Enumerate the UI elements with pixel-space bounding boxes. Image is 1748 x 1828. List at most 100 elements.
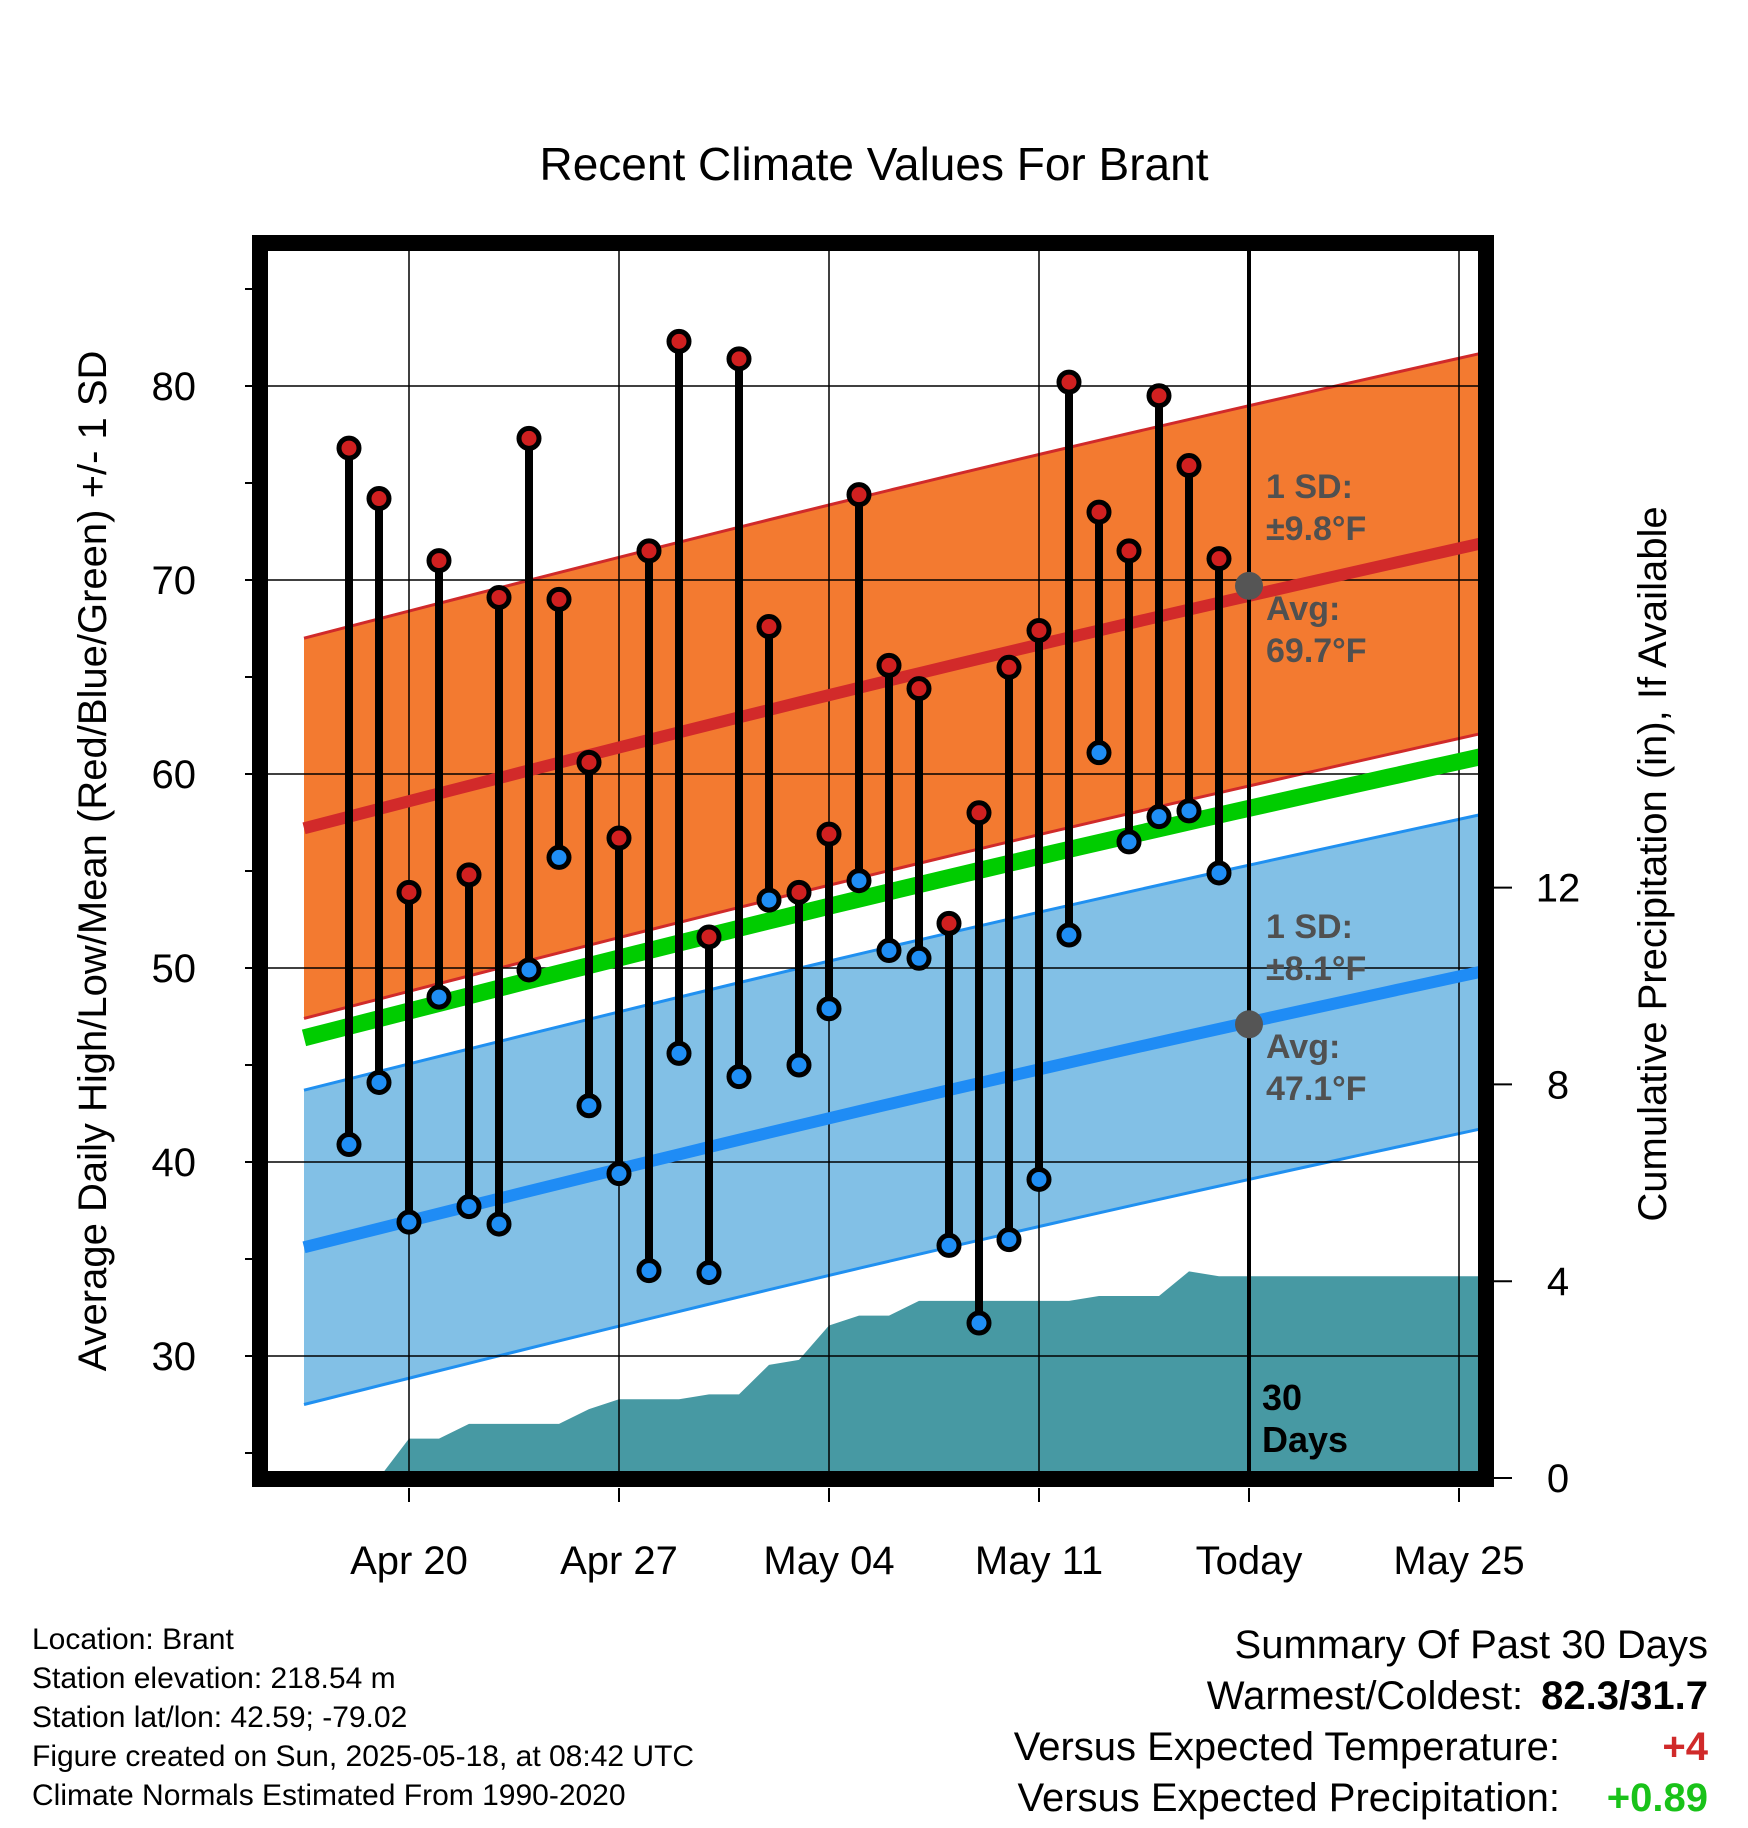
low-point [786, 1052, 812, 1078]
high-point [456, 862, 482, 888]
high-point [726, 346, 752, 372]
low-point [936, 1232, 962, 1258]
precipitation-area [383, 1271, 1478, 1472]
left-axis-ticks [245, 288, 252, 1454]
x-tick-label: May 04 [763, 1539, 894, 1583]
right-axis-title: Cumulative Precipitation (in), If Availa… [1631, 506, 1675, 1221]
latlon-text: Station lat/lon: 42.59; -79.02 [32, 1701, 408, 1734]
high-point [1026, 617, 1052, 643]
left-axis-title: Average Daily High/Low/Mean (Red/Blue/Gr… [71, 351, 115, 1372]
low-point [576, 1093, 602, 1119]
high-point [816, 821, 842, 847]
low-point [1116, 829, 1142, 855]
low-point [456, 1194, 482, 1220]
low-point [876, 938, 902, 964]
high-point [366, 486, 392, 512]
high-point [1146, 383, 1172, 409]
precip-label: Versus Expected Precipitation: [1017, 1776, 1560, 1820]
low-avg-marker [1235, 1010, 1263, 1039]
x-tick-label: Today [1196, 1539, 1303, 1583]
high-point [576, 749, 602, 775]
low-point [666, 1040, 692, 1066]
high-point [1206, 546, 1232, 572]
low-point [1146, 804, 1172, 830]
low-band-upper-edge [303, 813, 1478, 1092]
x-tick-label: Apr 27 [560, 1539, 678, 1583]
high-point [1086, 499, 1112, 525]
high-point [1056, 369, 1082, 395]
high-sd-label: 1 SD: [1266, 468, 1353, 506]
days-word: Days [1262, 1419, 1348, 1460]
high-point [336, 435, 362, 461]
left-tick-label: 30 [152, 1335, 197, 1379]
low-band-lower-edge [303, 1127, 1478, 1406]
created-text: Figure created on Sun, 2025-05-18, at 08… [32, 1740, 695, 1773]
low-point [756, 887, 782, 913]
x-axis-title: Day [838, 1597, 909, 1600]
summary-title: Summary Of Past 30 Days [1234, 1623, 1708, 1667]
low-point [726, 1064, 752, 1090]
low-point [606, 1161, 632, 1187]
low-point [1176, 798, 1202, 824]
high-band-lower-edge [303, 732, 1478, 1020]
high-avg-value: 69.7°F [1266, 632, 1367, 670]
low-sd-band [304, 815, 1478, 1405]
high-avg-label: Avg: [1266, 590, 1340, 628]
low-point [966, 1310, 992, 1336]
summary-panel: Summary Of Past 30 Days Warmest/Coldest:… [1014, 1620, 1708, 1824]
right-tick-label: 8 [1547, 1063, 1569, 1107]
normals-text: Climate Normals Estimated From 1990-2020 [32, 1779, 626, 1812]
low-point [1206, 860, 1232, 886]
low-sd-label: 1 SD: [1266, 908, 1353, 946]
low-point [486, 1211, 512, 1237]
high-point [696, 924, 722, 950]
x-tick-label: May 25 [1393, 1539, 1524, 1583]
high-point [1176, 453, 1202, 479]
station-info: Location: Brant Station elevation: 218.5… [32, 1620, 694, 1815]
climate-chart: 1 SD: ±9.8°F Avg: 69.7°F 1 SD: ±8.1°F Avg: 47.1… [71, 138, 1675, 1600]
warm-cold-label: Warmest/Coldest: [1206, 1674, 1524, 1718]
temp-row: Versus Expected Temperature: +4 [1014, 1722, 1708, 1773]
left-tick-label: 60 [152, 753, 197, 797]
low-point [996, 1227, 1022, 1253]
chart-title: Recent Climate Values For Brant [540, 138, 1209, 190]
high-point [516, 425, 542, 451]
high-point [936, 910, 962, 936]
high-point [396, 879, 422, 905]
high-point [666, 328, 692, 354]
low-point [426, 984, 452, 1010]
low-point [516, 957, 542, 983]
high-point [996, 654, 1022, 680]
low-point [906, 945, 932, 971]
high-point [966, 800, 992, 826]
low-point [546, 844, 572, 870]
low-point [1086, 740, 1112, 766]
low-point [396, 1209, 422, 1235]
high-point [426, 548, 452, 574]
x-axis-ticks [408, 1488, 1460, 1502]
left-tick-label: 50 [152, 947, 197, 991]
temp-value: +4 [1662, 1725, 1708, 1769]
warm-cold-row: Warmest/Coldest: 82.3/31.7 [1014, 1671, 1708, 1722]
days-number: 30 [1262, 1377, 1302, 1418]
left-tick-label: 80 [152, 365, 197, 409]
x-tick-label: Apr 20 [350, 1539, 468, 1583]
high-avg-marker [1235, 571, 1263, 600]
left-tick-label: 40 [152, 1141, 197, 1185]
low-point [336, 1132, 362, 1158]
warm-cold-value: 82.3/31.7 [1541, 1674, 1708, 1718]
normal-mean-line [301, 748, 1478, 1047]
high-point [606, 825, 632, 851]
normal-high-line [302, 537, 1478, 835]
precip-row: Versus Expected Precipitation: +0.89 [1014, 1773, 1708, 1824]
low-point [696, 1260, 722, 1286]
low-avg-value: 47.1°F [1266, 1070, 1367, 1108]
low-avg-label: Avg: [1266, 1028, 1340, 1066]
low-point [846, 868, 872, 894]
left-tick-label: 70 [152, 559, 197, 603]
location-text: Location: Brant [32, 1623, 234, 1656]
high-point [846, 482, 872, 508]
high-point [636, 538, 662, 564]
right-tick-label: 12 [1536, 867, 1581, 911]
right-tick-label: 0 [1547, 1457, 1569, 1501]
